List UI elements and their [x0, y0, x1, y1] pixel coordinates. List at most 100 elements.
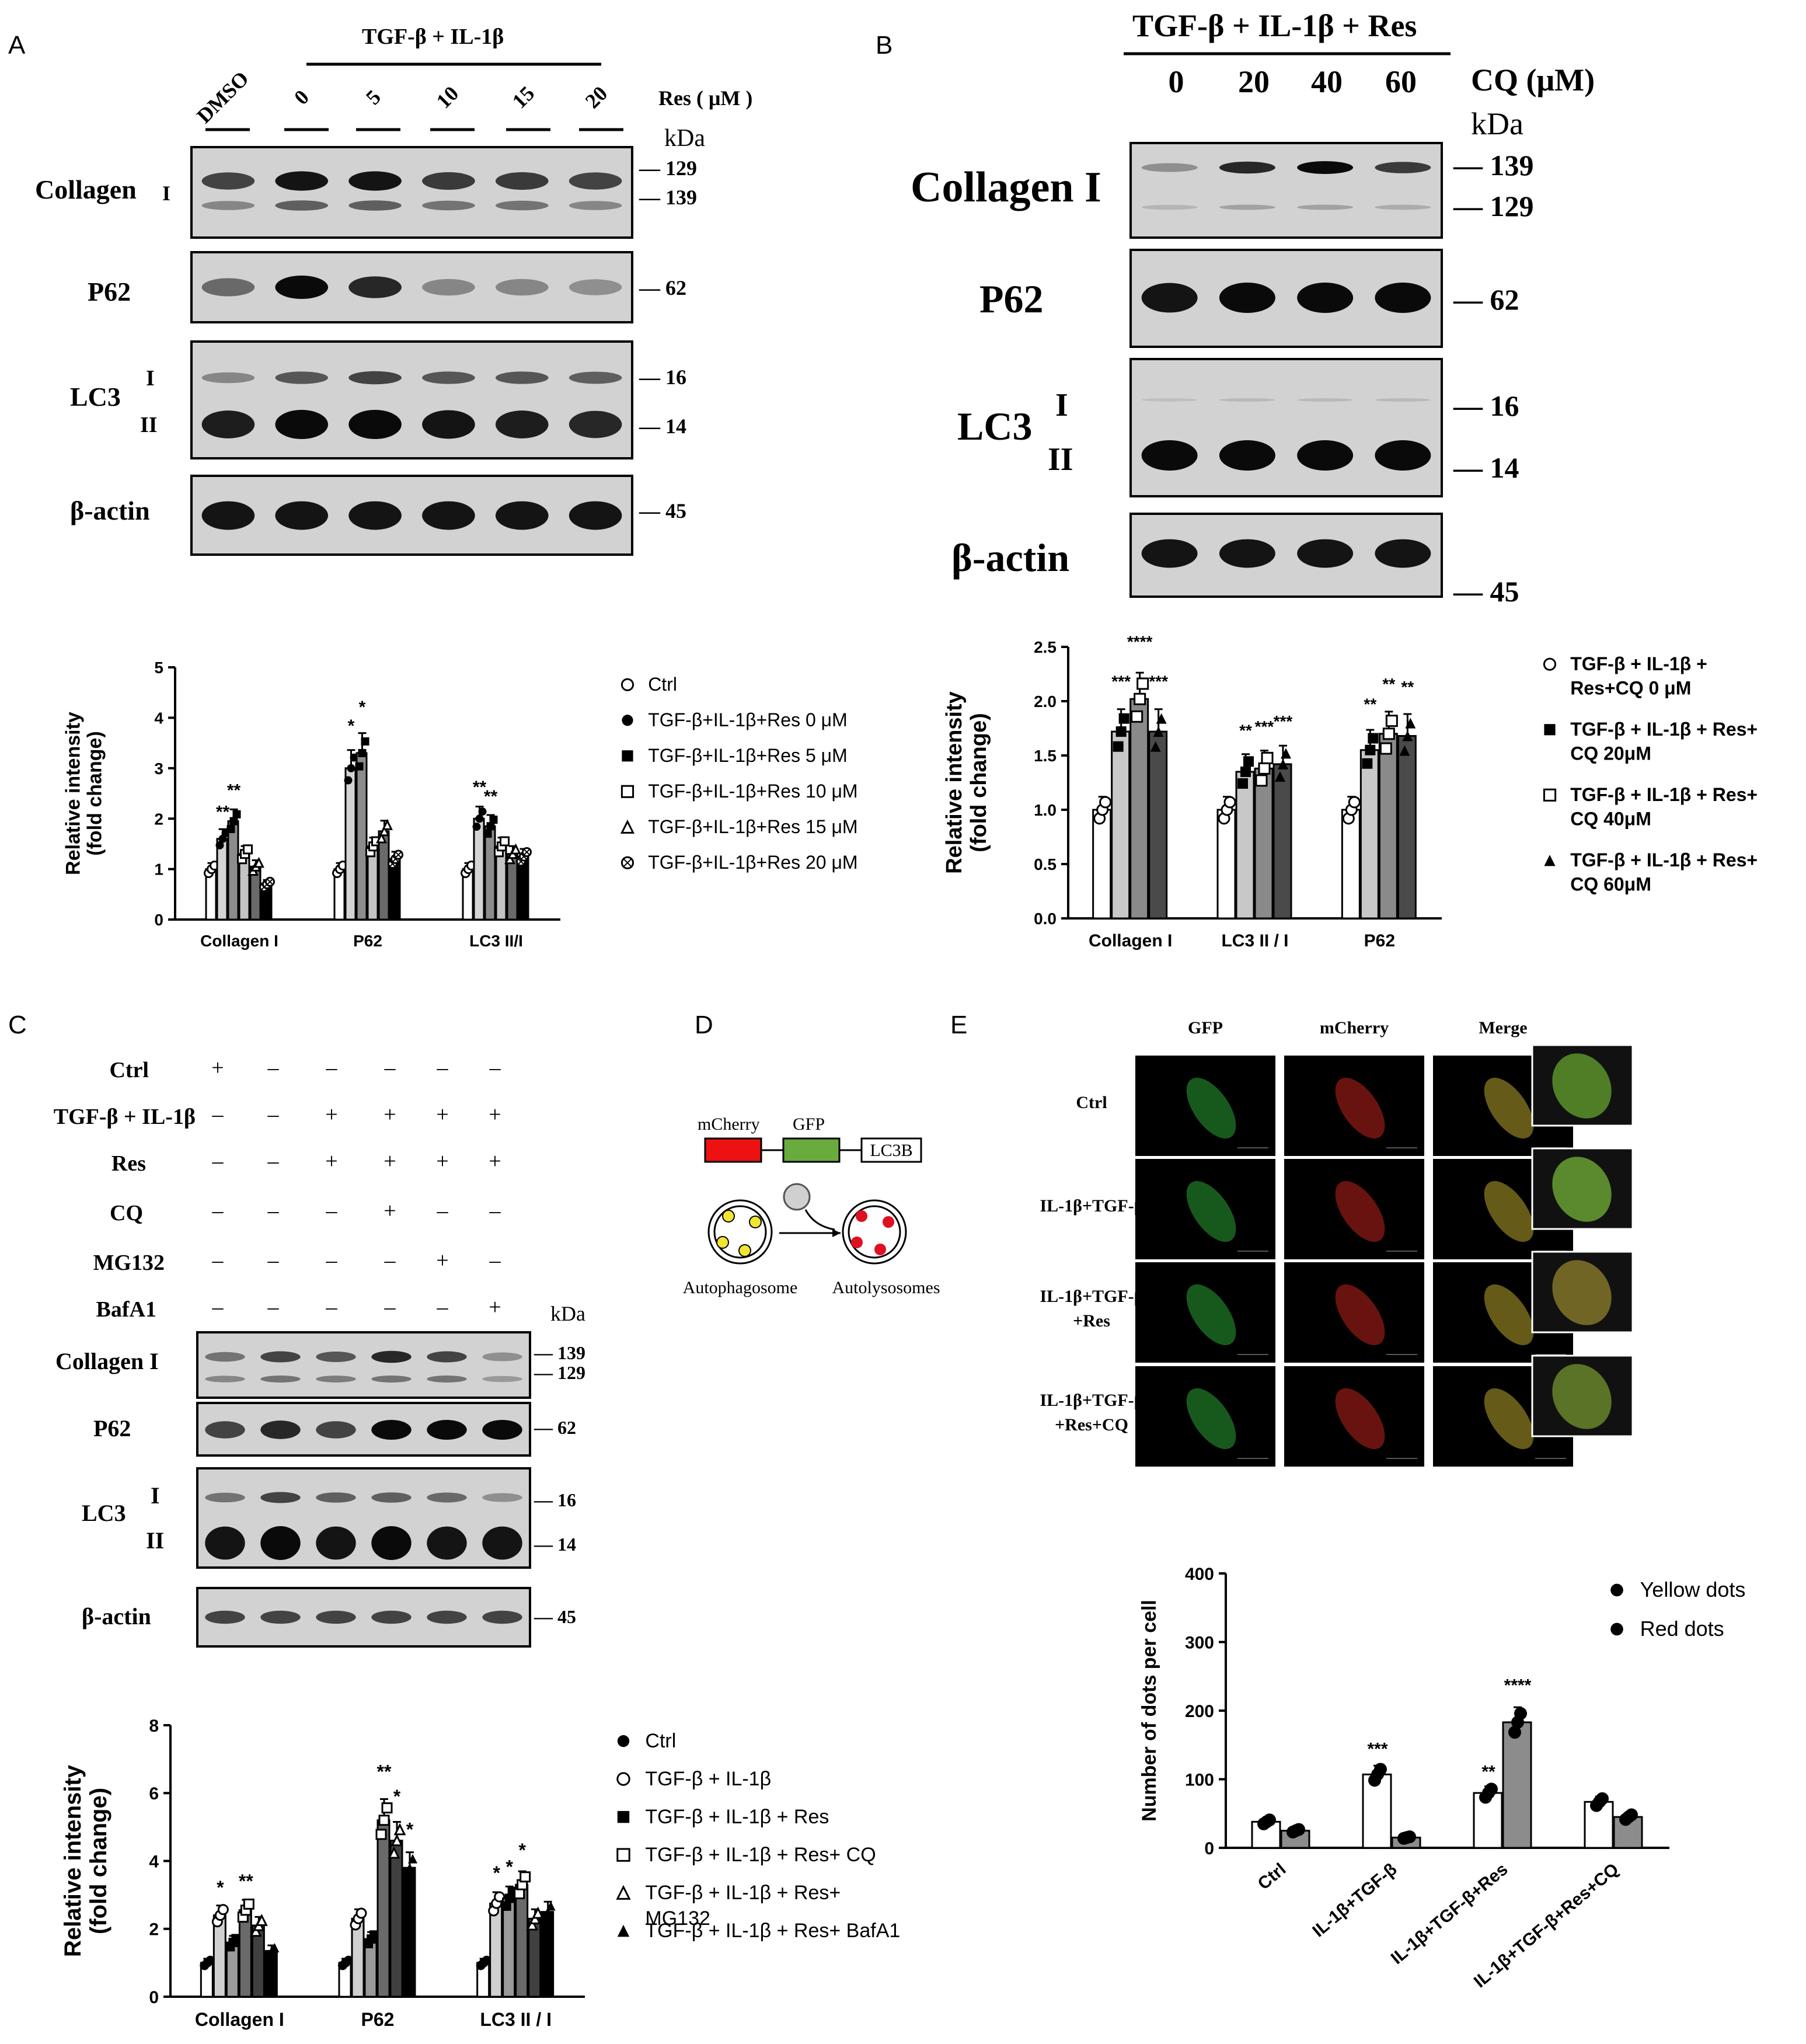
b-blot-collagen-i-band [1375, 162, 1431, 173]
e-cell-signal [1484, 1388, 1534, 1450]
e-cell-signal [1484, 1077, 1534, 1139]
c-blot-collagen-i-band [205, 1352, 245, 1362]
c-blot-p62-frame [196, 1402, 531, 1457]
a-blot-lc3-frame [190, 340, 633, 459]
legend-entry: TGF-β + IL-1β + Res+ CQ 20μM [1570, 719, 1758, 764]
b-blot-lc3-band [1297, 440, 1354, 471]
legend-entry-line: TGF-β + IL-1β + Res+ [645, 1882, 841, 1904]
bar-tgf-il-1-res-0-m [473, 817, 485, 921]
a-blot-actin-frame [190, 475, 633, 556]
legend-entry-line: Red dots [1640, 1617, 1724, 1641]
data-point [243, 844, 253, 855]
e-zoom-cell [1552, 1260, 1612, 1325]
b-blot-lc3-band [1141, 398, 1198, 402]
data-point [1610, 1583, 1623, 1597]
panel-a: A TGF-β + IL-1β Res ( μM ) kDa DMSO 0 5 10 1… [8, 25, 752, 556]
c-blot-actin [196, 1587, 531, 1648]
c-blot-p62-band [205, 1421, 245, 1439]
c-marker: — 62 [534, 1417, 576, 1438]
a-blot-p62-band [422, 278, 475, 296]
c-blot-p62-band [260, 1420, 301, 1439]
a-blot-lc3-band [201, 372, 255, 384]
a-blot-actin-band [348, 501, 402, 530]
data-point [514, 1888, 525, 1900]
b-blot-collagen-i-band [1141, 163, 1198, 172]
a-lane-label: 10 [432, 82, 463, 113]
data-point [1278, 758, 1288, 769]
b-lane-label: 40 [1311, 64, 1343, 99]
e-column-header: GFP [1188, 1018, 1223, 1037]
significance-label: **** [1504, 1676, 1532, 1695]
x-tick-label: P62 [1364, 931, 1395, 950]
bar-tgf-il-1-res-10-m [495, 845, 507, 921]
a-lane-label: 15 [508, 82, 539, 113]
b-blot-p62-band [1297, 283, 1354, 313]
data-point [1508, 1726, 1521, 1739]
bar-yellow-dots [1362, 1773, 1392, 1849]
significance-label: ** [1382, 675, 1395, 693]
legend-entry: TGF-β + IL-1β [645, 1768, 771, 1790]
legend: Ctrl TGF-β + IL-1β TGF-β + IL-1β + Res TGF-… [616, 1730, 900, 1942]
legend-entry: TGF-β+IL-1β+Res 5 μM [648, 745, 848, 766]
data-point [1156, 713, 1167, 724]
y-axis-label-line: Relative intensity [60, 1764, 86, 1957]
a-blot-sublabel: I [146, 366, 155, 391]
bar-tgf-il-1-res-5-m [227, 820, 239, 921]
c-blot-collagen-i-band [482, 1352, 522, 1361]
data-point [520, 1871, 531, 1883]
c-sign: – [267, 1199, 280, 1223]
y-tick-label: 2.0 [1034, 692, 1057, 711]
a-blot-label: P62 [88, 277, 131, 307]
e-zoom-cell [1552, 1364, 1612, 1429]
c-blot-p62-band [427, 1420, 467, 1440]
data-point [217, 1904, 229, 1916]
y-tick-label: 0 [154, 911, 163, 929]
y-axis-label-line: Relative intensity [62, 712, 84, 875]
b-kda-label: kDa [1471, 106, 1523, 141]
c-blot-lc3-band [205, 1526, 245, 1560]
a-marker: — 129 [639, 156, 697, 180]
d-red-dot [856, 1210, 867, 1222]
legend-entry-line: TGF-β + IL-1β + Res+ BafA1 [645, 1920, 900, 1942]
data-point [375, 1829, 387, 1840]
data-point [616, 1772, 630, 1786]
d-red-dot [874, 1244, 886, 1255]
legend-entry: TGF-β + IL-1β + Res+ CQ 60μM [1570, 849, 1758, 895]
data-point [510, 843, 521, 855]
data-point [486, 822, 495, 831]
b-blot-label: P62 [979, 277, 1044, 321]
a-marker: — 14 [639, 415, 686, 438]
data-point [347, 764, 355, 772]
c-marker: — 16 [534, 1489, 576, 1510]
legend-entry-line: CQ 20μM [1570, 743, 1651, 764]
bar-tgf-il-1 [489, 1902, 503, 1998]
c-sign: – [489, 1248, 501, 1273]
data-point [1150, 741, 1161, 752]
e-row-label-line: +Res+CQ [1055, 1415, 1128, 1434]
y-axis-label: Relative intensity(fold change) [942, 691, 991, 874]
data-point [1223, 796, 1236, 809]
c-blot-actin-frame [196, 1587, 531, 1648]
c-blot-collagen-i-band [260, 1351, 301, 1363]
c-sign: + [325, 1102, 337, 1127]
a-res-label: Res ( μM ) [658, 86, 752, 110]
c-sign: – [326, 1199, 338, 1223]
a-blot-lc3-band [275, 371, 329, 384]
data-point [1348, 796, 1361, 809]
b-treatment-header: TGF-β + IL-1β + Res [1132, 8, 1417, 43]
a-blot-collagen-band [422, 172, 475, 190]
bar-tgf-il-1-res-0-m [216, 838, 228, 921]
y-tick-label: 2.5 [1034, 638, 1057, 656]
panel-letter-c: C [8, 1011, 27, 1039]
data-point [1136, 677, 1149, 690]
y-tick-label: 2 [154, 810, 163, 828]
bar-tgf-il-1-res-cq-0-m [1341, 809, 1361, 920]
b-marker: — 129 [1453, 190, 1534, 222]
data-point [526, 1918, 539, 1931]
d-red-dot [883, 1216, 894, 1228]
data-point [617, 1810, 630, 1823]
a-kda-label: kDa [664, 125, 705, 152]
b-blot-collagen-i-band [1219, 204, 1275, 210]
c-sign: – [384, 1056, 396, 1080]
